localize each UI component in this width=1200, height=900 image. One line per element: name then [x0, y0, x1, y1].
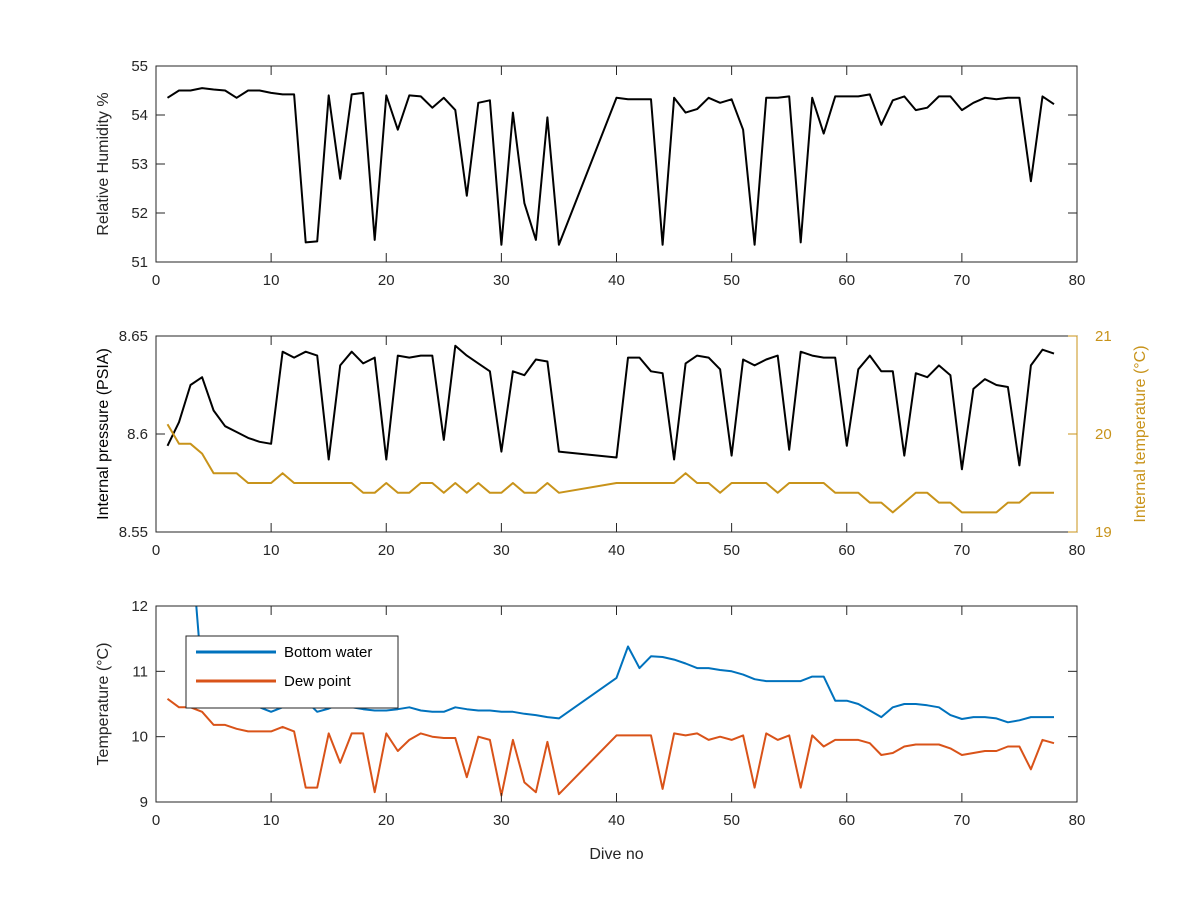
y-tick-label: 8.65	[119, 328, 148, 345]
x-axis-label: Dive no	[589, 846, 643, 863]
y2-tick-label: 21	[1095, 328, 1112, 345]
x-tick-label: 70	[954, 272, 971, 289]
y-tick-label: 51	[131, 254, 148, 271]
x-tick-label: 80	[1069, 812, 1086, 829]
x-tick-label: 50	[723, 542, 740, 559]
plot-lines	[166, 344, 1055, 514]
x-tick-label: 70	[954, 542, 971, 559]
y-tick-label: 11	[132, 663, 148, 680]
dew-point-line	[166, 697, 1055, 797]
y2-tick-label: 20	[1095, 426, 1112, 443]
x-tick-label: 40	[608, 272, 625, 289]
x-tick-label: 40	[608, 812, 625, 829]
panel-3: 0 10 20 30 40 50 60 70 80 9 10 11 12 Temperature (°C)…	[95, 598, 1085, 863]
panel-1: 0 10 20 30 40 50 60 70 80 51 52 53 54 55 Relative Humi…	[95, 58, 1085, 289]
legend-box	[185, 635, 399, 709]
series-line-1	[166, 87, 1055, 246]
y-tick-label: 9	[140, 794, 148, 811]
y-tick-label: 8.55	[119, 524, 148, 541]
x-tick-label: 0	[152, 812, 160, 829]
x-tick-label: 50	[723, 812, 740, 829]
y-tick-label: 52	[131, 205, 148, 222]
x-tick-label: 10	[263, 542, 280, 559]
series-line-2	[166, 423, 1054, 514]
x-tick-label: 30	[493, 272, 510, 289]
plot-lines	[166, 87, 1055, 246]
y-axis-left: 51 52 53 54 55 Relative Humidity %	[95, 58, 1077, 271]
x-tick-label: 20	[378, 812, 395, 829]
y-axis-label: Internal pressure (PSIA)	[95, 348, 112, 520]
x-tick-label: 80	[1069, 542, 1086, 559]
y-tick-label: 54	[131, 107, 148, 124]
y-axis-left: 8.55 8.6 8.65 Internal pressure (PSIA)	[95, 328, 165, 541]
y-axis-left: 9 10 11 12 Temperature (°C)	[95, 598, 1077, 811]
y2-tick-label: 19	[1095, 524, 1112, 541]
legend: Bottom water Dew point	[185, 635, 399, 709]
plot-lines	[166, 605, 1055, 797]
x-tick-label: 70	[954, 812, 971, 829]
x-tick-label: 20	[378, 542, 395, 559]
panel-2: 0 10 20 30 40 50 60 70 80 8.55 8.6 8.65 Internal pre…	[95, 328, 1149, 559]
x-tick-label: 0	[152, 272, 160, 289]
x-axis: 0 10 20 30 40 50 60 70 80	[152, 66, 1086, 289]
x-tick-label: 60	[838, 272, 855, 289]
x-tick-label: 60	[838, 812, 855, 829]
x-tick-label: 10	[263, 812, 280, 829]
x-axis: 0 10 20 30 40 50 60 70 80	[152, 606, 1086, 829]
y-tick-label: 55	[131, 58, 148, 75]
x-tick-label: 30	[493, 812, 510, 829]
x-axis: 0 10 20 30 40 50 60 70 80	[152, 336, 1086, 559]
legend-label-dew-point: Dew point	[284, 673, 352, 690]
y-axis-label: Relative Humidity %	[95, 92, 112, 235]
x-tick-label: 40	[608, 542, 625, 559]
x-tick-label: 80	[1069, 272, 1086, 289]
series-line-1	[166, 344, 1055, 471]
x-tick-label: 50	[723, 272, 740, 289]
x-tick-label: 0	[152, 542, 160, 559]
y-tick-label: 53	[131, 156, 148, 173]
x-tick-label: 20	[378, 272, 395, 289]
x-tick-label: 60	[838, 542, 855, 559]
y-axis-right: 19 20 21 Internal temperature (°C)	[1068, 328, 1149, 541]
legend-label-bottom-water: Bottom water	[284, 644, 372, 661]
bottom-water-line	[195, 605, 1054, 724]
y-tick-label: 10	[131, 729, 148, 746]
y2-axis-label: Internal temperature (°C)	[1132, 345, 1149, 522]
y-axis-label: Temperature (°C)	[95, 643, 112, 766]
y-tick-label: 12	[131, 598, 148, 615]
plots: 0 10 20 30 40 50 60 70 80 51 52 53 54 55 Relative Humi…	[95, 58, 1149, 863]
y-tick-label: 8.6	[127, 426, 148, 443]
x-tick-label: 10	[263, 272, 280, 289]
x-tick-label: 30	[493, 542, 510, 559]
